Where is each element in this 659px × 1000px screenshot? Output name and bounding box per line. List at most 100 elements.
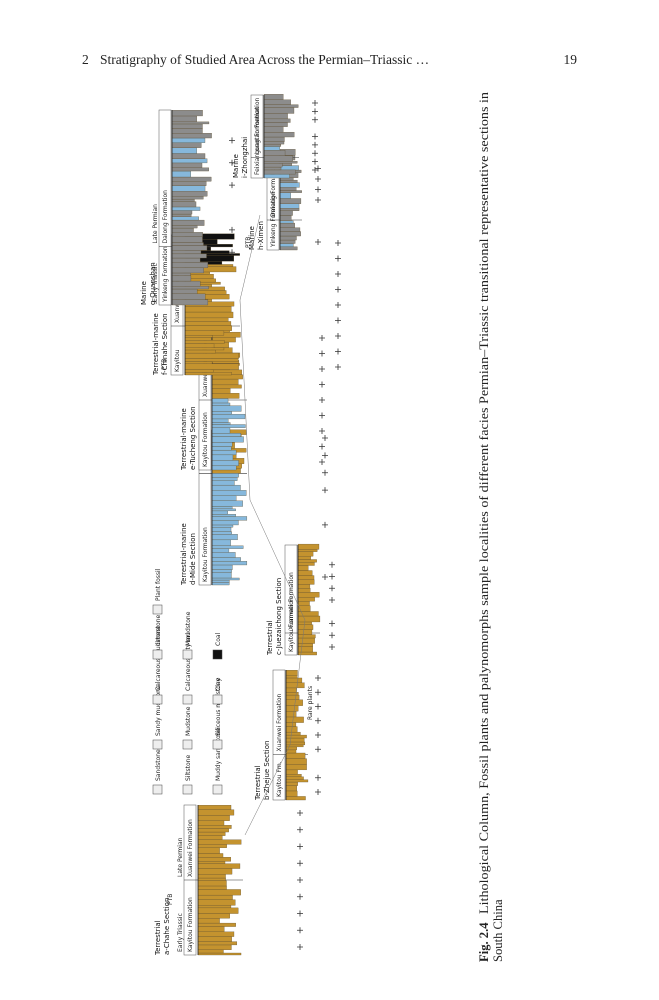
lithology-bed bbox=[184, 372, 232, 376]
lithology-bed bbox=[184, 347, 225, 351]
lithology-bed bbox=[263, 107, 295, 114]
lithology-bed bbox=[285, 758, 307, 765]
plant-fossil bbox=[297, 910, 303, 917]
lithology-bed bbox=[197, 952, 242, 956]
plant-fossil bbox=[319, 428, 325, 434]
legend-label: Marl bbox=[185, 633, 192, 646]
lithology-bed bbox=[297, 615, 321, 623]
lithology-bed bbox=[263, 99, 291, 105]
lithology-bed bbox=[263, 141, 285, 145]
lithology-bed bbox=[197, 853, 224, 858]
lithology-bed bbox=[171, 206, 201, 211]
plant-fossil bbox=[335, 333, 341, 339]
lithology-bed bbox=[211, 484, 241, 491]
period-label: Late Permian bbox=[152, 204, 159, 244]
lithology-bed bbox=[184, 358, 239, 362]
plant-fossil bbox=[322, 469, 328, 476]
lithology-bed bbox=[197, 863, 241, 869]
plant-fossil bbox=[319, 397, 325, 403]
lithology-bed bbox=[171, 262, 209, 268]
lithology-bed bbox=[211, 508, 236, 512]
lithology-bed bbox=[279, 210, 293, 216]
lithology-bed bbox=[263, 113, 288, 120]
lithology-bed bbox=[171, 153, 206, 159]
legend-swatch bbox=[182, 694, 193, 705]
lithology-bed bbox=[297, 565, 309, 571]
lithology-bed bbox=[197, 949, 224, 954]
lithology-bed bbox=[171, 219, 205, 226]
lithology-bed bbox=[297, 643, 313, 647]
lithology-bed bbox=[211, 436, 244, 443]
lithology-bed bbox=[197, 913, 230, 919]
lithology-bed bbox=[297, 646, 313, 653]
lithology-bed bbox=[297, 549, 318, 552]
section-name: e-Tucheng Section bbox=[189, 406, 197, 470]
plant-fossil bbox=[312, 167, 318, 173]
plant-fossil bbox=[315, 689, 321, 696]
lithology-bed bbox=[285, 694, 300, 700]
ptb-label: PTB bbox=[161, 359, 168, 370]
plant-fossil bbox=[315, 176, 321, 182]
formation-band bbox=[284, 544, 298, 656]
lithology-bed bbox=[297, 629, 313, 635]
lithology-bed bbox=[279, 246, 298, 251]
lithology-bed bbox=[197, 847, 220, 854]
correlation-line bbox=[239, 214, 306, 836]
section-name: i-Zhongzhai bbox=[241, 137, 249, 178]
lithology-bed bbox=[279, 215, 292, 222]
plant-fossil bbox=[229, 249, 235, 256]
lithology-bed bbox=[171, 257, 201, 263]
lithology-bed bbox=[297, 591, 320, 598]
lithology-bed bbox=[211, 516, 248, 521]
plant-fossil bbox=[322, 435, 328, 441]
lithology-bed bbox=[211, 577, 240, 581]
plant-fossil bbox=[315, 732, 321, 738]
formation-band bbox=[158, 109, 172, 306]
formation-label: Kayitou bbox=[174, 349, 181, 372]
plant-fossil bbox=[315, 717, 321, 724]
plant-fossil bbox=[322, 574, 328, 580]
lithology-bed bbox=[285, 687, 297, 693]
section-facies: Marine bbox=[140, 281, 148, 305]
lithology-bed bbox=[297, 624, 314, 630]
formation-label: Xuanwei Formation bbox=[187, 819, 194, 877]
lithology-bed bbox=[211, 433, 242, 437]
chapter-number: 2 bbox=[82, 52, 89, 67]
lithology-bed bbox=[171, 128, 203, 134]
plant-fossil bbox=[312, 141, 318, 148]
plant-fossil bbox=[315, 675, 321, 681]
plant-fossil bbox=[229, 182, 235, 189]
lithology-bed bbox=[279, 227, 301, 232]
lithology-bed bbox=[285, 670, 298, 676]
plant-fossil bbox=[315, 774, 321, 781]
lithology-bed bbox=[197, 941, 238, 946]
lithology-bed bbox=[285, 737, 305, 743]
lithology-bed bbox=[285, 779, 309, 783]
plant-fossil bbox=[335, 317, 341, 324]
lithology-bed bbox=[211, 442, 233, 447]
lithology-bed bbox=[171, 123, 203, 129]
plant-fossil bbox=[319, 335, 325, 341]
lithology-bed bbox=[211, 418, 229, 423]
lithology-bed bbox=[263, 104, 299, 108]
lithology-bed bbox=[297, 556, 311, 560]
lithology-bed bbox=[279, 239, 296, 244]
legend-label: Muddy sandstone bbox=[215, 728, 222, 781]
lithology-bed bbox=[211, 422, 231, 425]
formation-label: Kayitou Formation bbox=[288, 597, 295, 652]
lithology-bed bbox=[197, 825, 232, 829]
lithology-bed bbox=[211, 572, 232, 579]
legend-swatch bbox=[152, 739, 163, 750]
lithology-bed bbox=[197, 926, 225, 932]
legend-label: Plant fossil bbox=[155, 568, 162, 601]
period-label: Early Triassic bbox=[177, 913, 184, 952]
lithology-bed bbox=[211, 548, 230, 553]
lithology-bed bbox=[279, 179, 298, 183]
legend-label: Clay bbox=[215, 677, 222, 691]
annotation: Rare plants bbox=[307, 686, 314, 720]
lithology-bed bbox=[211, 454, 234, 461]
lithology-bed bbox=[211, 534, 238, 541]
lithology-bed bbox=[171, 225, 198, 229]
lithology-bed bbox=[279, 192, 291, 199]
lithology-bed bbox=[297, 575, 315, 580]
